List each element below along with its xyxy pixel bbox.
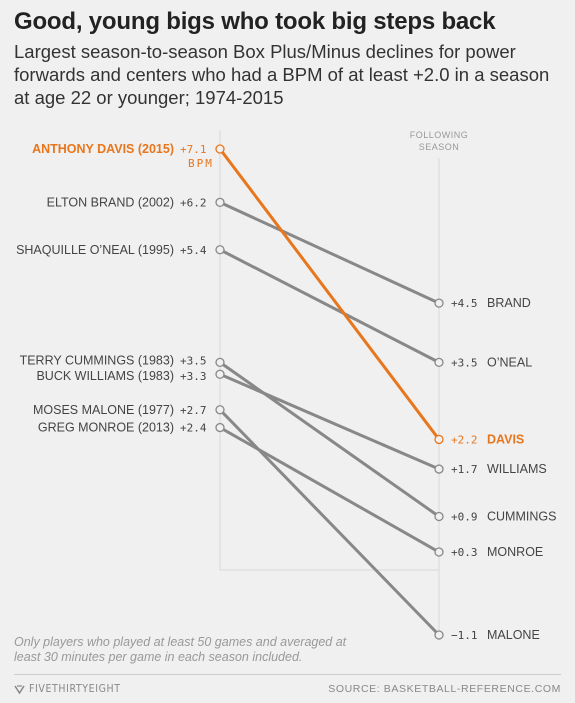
player-label-after: BRAND [487,296,531,310]
value-label-after: +1.7 [451,463,478,476]
player-label-before: BUCK WILLIAMS (1983) [36,369,174,383]
slope-line [219,200,440,305]
source-credit: SOURCE: BASKETBALL-REFERENCE.COM [328,683,561,695]
after-point [434,511,444,522]
player-label-before: TERRY CUMMINGS (1983) [20,353,174,367]
before-point [215,405,225,415]
before-point [215,422,225,433]
player-label-after: MALONE [487,628,540,642]
fivethirtyeight-icon [14,684,25,694]
before-point [215,357,225,368]
footnote: Only players who played at least 50 game… [14,635,347,664]
after-point [434,630,444,640]
value-label-before: +6.2 [180,196,207,209]
slope-line [218,408,441,637]
after-point [434,434,444,445]
value-label-after: +0.9 [451,510,478,523]
value-label-after: −1.1 [451,629,478,642]
slope-line [219,426,440,554]
value-label-after: +2.2 [451,433,478,446]
value-label-before: +5.4 [180,244,207,257]
player-label-before: ELTON BRAND (2002) [47,195,174,209]
before-point [215,245,225,255]
slope-line [219,361,440,518]
slope-line [218,148,441,441]
value-label-after: +4.5 [451,297,478,310]
player-label-after: WILLIAMS [487,462,547,476]
player-label-before: GREG MONROE (2013) [38,421,174,435]
after-point [434,464,444,474]
unit-label: BPM [188,157,214,170]
footer-divider [14,674,561,675]
slope-line [219,248,440,364]
after-point [434,547,444,557]
player-label-before: ANTHONY DAVIS (2015) [32,142,174,156]
value-label-before: +2.7 [180,404,207,417]
player-label-after: MONROE [487,545,543,559]
brand-logo: FIVETHIRTYEIGHT [14,683,121,695]
column-header-line: SEASON [419,142,460,152]
before-point [215,369,225,379]
before-point [215,144,225,154]
value-label-after: +3.5 [451,356,478,369]
before-point [215,197,225,207]
after-point [434,298,444,308]
player-label-after: DAVIS [487,432,524,446]
value-label-before: +7.1 [180,143,207,156]
slope-line [219,372,440,471]
value-label-before: +3.5 [180,354,207,367]
chart-title: Good, young bigs who took big steps back [14,8,496,35]
chart-subtitle: Largest season-to-season Box Plus/Minus … [14,41,550,108]
player-label-before: MOSES MALONE (1977) [33,403,174,417]
column-header-line: FOLLOWING [410,130,469,140]
value-label-before: +2.4 [180,422,207,435]
brand-name: FIVETHIRTYEIGHT [29,683,121,695]
player-label-after: CUMMINGS [487,509,556,523]
player-label-after: O’NEAL [487,355,532,369]
value-label-after: +0.3 [451,546,478,559]
value-label-before: +3.3 [180,370,207,383]
after-point [434,357,444,368]
player-label-before: SHAQUILLE O’NEAL (1995) [16,243,174,257]
